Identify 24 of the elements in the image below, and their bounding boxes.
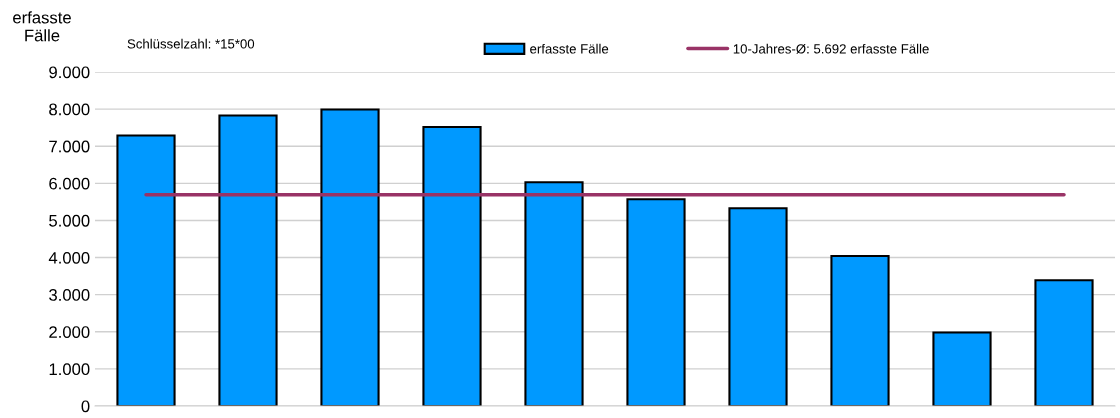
y-axis-title: erfasste Fälle xyxy=(13,11,71,42)
bar xyxy=(728,207,788,406)
legend-label: 10-Jahres-Ø: 5.692 erfasste Fälle xyxy=(733,43,929,54)
y-tick-label: 3.000 xyxy=(49,289,90,301)
bar xyxy=(1034,279,1094,406)
bar xyxy=(218,114,278,406)
y-tick-label: 7.000 xyxy=(49,140,90,153)
y-tick-label: 8.000 xyxy=(49,103,90,116)
bar xyxy=(422,125,482,406)
y-tick-label: 4.000 xyxy=(48,251,90,264)
text: Schlüsselzahl: *15*00 xyxy=(127,38,255,49)
bar xyxy=(830,255,890,406)
bar xyxy=(626,198,686,406)
y-tick-label: 6.000 xyxy=(49,177,90,190)
y-tick-label: 9.000 xyxy=(49,66,90,79)
y-tick-label: 1.000 xyxy=(49,363,90,376)
bar xyxy=(524,181,584,406)
y-tick-label: 0 xyxy=(81,400,90,413)
bar xyxy=(932,331,992,406)
bar xyxy=(116,134,176,406)
bar xyxy=(320,108,380,406)
y-tick-label: 5.000 xyxy=(49,214,90,227)
y-tick-label: 2.000 xyxy=(49,326,90,338)
legend-label: erfasste Fälle xyxy=(530,43,609,54)
